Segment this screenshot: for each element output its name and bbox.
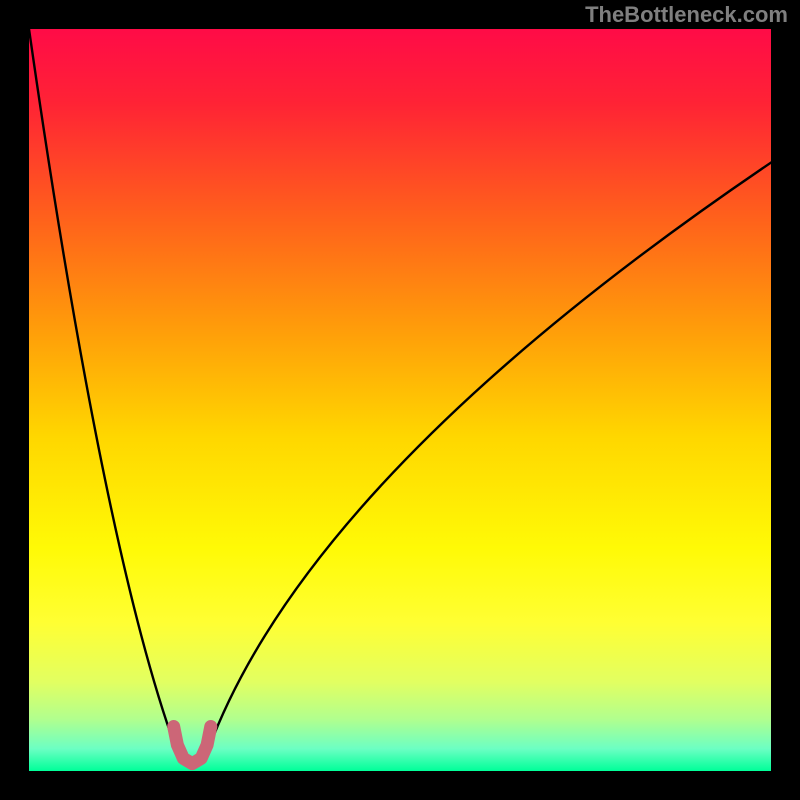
plot-area: [29, 29, 771, 771]
chart-container: TheBottleneck.com: [0, 0, 800, 800]
watermark-label: TheBottleneck.com: [585, 2, 788, 28]
gradient-background: [29, 29, 771, 771]
bottleneck-chart: [29, 29, 771, 771]
